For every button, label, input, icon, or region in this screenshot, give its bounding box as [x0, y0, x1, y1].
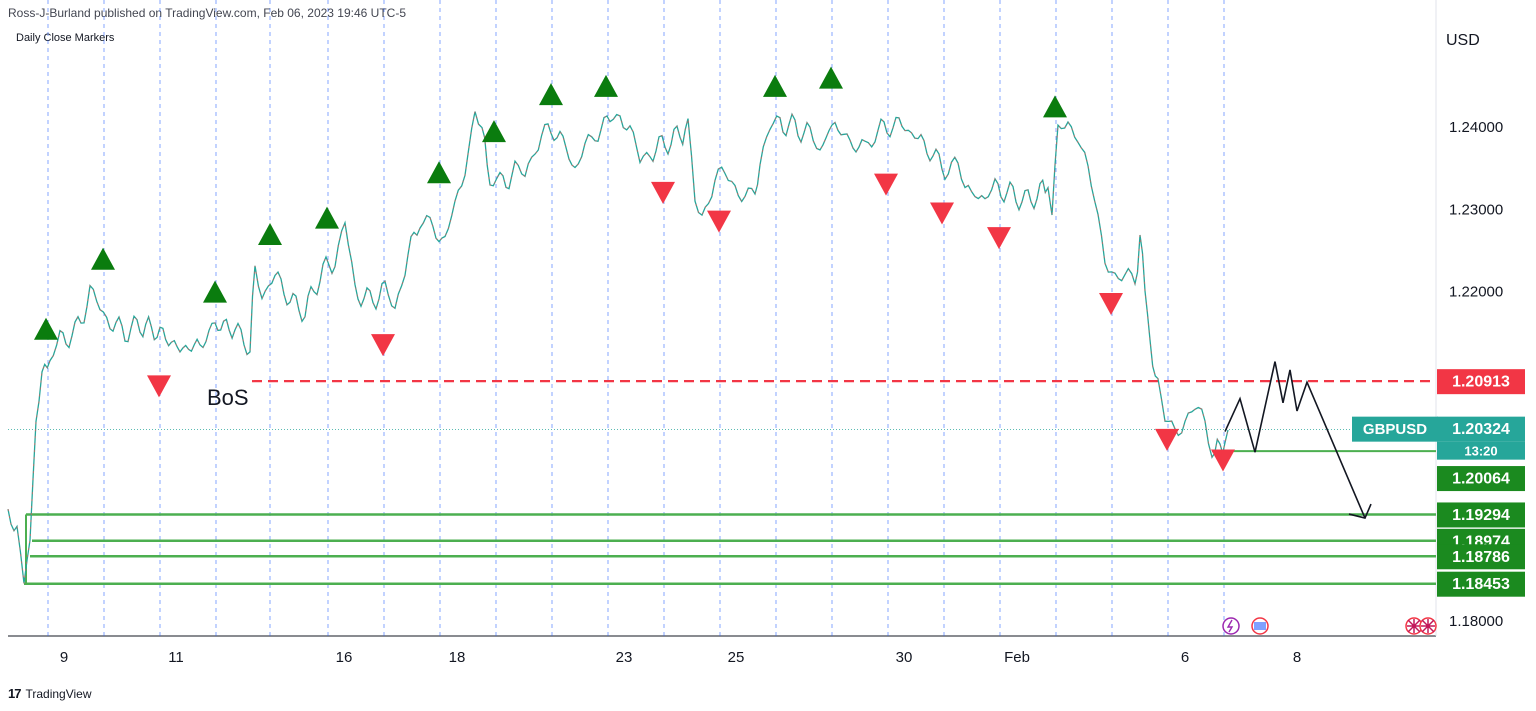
current-price-label: 1.20324 — [1452, 421, 1510, 438]
down-triangle-marker — [987, 227, 1011, 250]
down-triangle-marker — [1099, 293, 1123, 316]
up-markers — [34, 66, 1067, 340]
y-axis-ticks: 1.24000 1.23000 1.22000 1.18000 — [1449, 119, 1503, 630]
support-price-label-bg — [1437, 466, 1525, 492]
symbol-label: GBPUSD — [1363, 421, 1427, 438]
up-triangle-marker — [482, 120, 506, 143]
level-price-label: 1.18453 — [1452, 576, 1510, 593]
down-triangle-marker — [1211, 449, 1235, 472]
level-price-label: 1.19294 — [1452, 507, 1510, 524]
up-triangle-marker — [91, 247, 115, 270]
resistance-price-label: 1.20913 — [1452, 374, 1510, 391]
event-icons — [1222, 617, 1437, 635]
down-triangle-marker — [147, 375, 171, 398]
x-tick-label: 16 — [336, 649, 353, 666]
up-triangle-marker — [819, 66, 843, 89]
projection-arrowhead — [1348, 503, 1372, 520]
bos-annotation: BoS — [207, 385, 249, 410]
up-triangle-marker — [315, 206, 339, 229]
projection-path — [1224, 361, 1372, 520]
tradingview-logo-icon: 17 — [8, 686, 22, 701]
y-tick-label: 1.23000 — [1449, 201, 1503, 218]
up-triangle-marker — [539, 83, 563, 106]
publisher-header: Ross-J-Burland published on TradingView.… — [8, 6, 406, 20]
down-triangle-marker — [930, 202, 954, 225]
countdown-label: 13:20 — [1464, 444, 1497, 459]
up-triangle-marker — [427, 161, 451, 184]
x-tick-label: 18 — [449, 649, 466, 666]
up-triangle-marker — [1043, 95, 1067, 118]
support-price-label: 1.20064 — [1452, 471, 1510, 488]
x-tick-label: 11 — [168, 649, 184, 666]
resistance-price-label-bg — [1437, 369, 1525, 395]
up-triangle-marker — [594, 74, 618, 97]
price-series — [7, 111, 1229, 584]
x-tick-label: 8 — [1293, 649, 1301, 666]
up-triangle-marker — [203, 280, 227, 303]
x-tick-label: 30 — [896, 649, 913, 666]
footer: 17 TradingView — [8, 686, 92, 701]
x-tick-label: 25 — [728, 649, 745, 666]
us-flag-stripes — [1254, 622, 1266, 630]
x-tick-label: 6 — [1181, 649, 1189, 666]
y-tick-label: 1.22000 — [1449, 284, 1503, 301]
projection-zigzag — [1224, 361, 1366, 519]
down-triangle-marker — [874, 173, 898, 196]
down-triangle-marker — [371, 334, 395, 357]
level-price-label: 1.18786 — [1452, 549, 1510, 566]
price-labels: 1.20913 GBPUSD 1.20324 13:20 1.20064 1.19294 1… — [1352, 369, 1525, 597]
uk-flag-cross-2 — [1421, 619, 1435, 633]
x-tick-label: Feb — [1004, 649, 1030, 666]
down-markers — [147, 173, 1235, 472]
support-levels — [24, 450, 1436, 585]
indicator-label[interactable]: Daily Close Markers — [16, 32, 115, 44]
down-triangle-marker — [1155, 428, 1179, 451]
footer-brand[interactable]: TradingView — [25, 686, 92, 701]
up-triangle-marker — [258, 223, 282, 246]
current-price-label-bg — [1437, 416, 1525, 442]
y-tick-label: 1.24000 — [1449, 119, 1503, 136]
level-price-label-bg — [1437, 502, 1525, 528]
price-line-down-overlay — [7, 111, 1229, 584]
y-tick-label: 1.18000 — [1449, 613, 1503, 630]
x-axis-ticks: 9 11 16 18 23 25 30 Feb 6 8 — [60, 649, 1301, 666]
down-triangle-marker — [651, 181, 675, 204]
x-tick-label: 23 — [616, 649, 633, 666]
vertical-grid — [47, 0, 1225, 636]
up-triangle-marker — [34, 317, 58, 340]
up-triangle-marker — [763, 74, 787, 97]
x-tick-label: 9 — [60, 649, 68, 666]
uk-flag-cross — [1407, 619, 1421, 633]
currency-label: USD — [1446, 32, 1480, 49]
down-triangle-marker — [707, 210, 731, 233]
countdown-label-bg — [1437, 441, 1525, 460]
price-line — [7, 111, 1229, 584]
level-price-label-bg — [1437, 544, 1525, 570]
level-price-label-bg — [1437, 571, 1525, 597]
lightning-glyph — [1226, 619, 1234, 633]
symbol-label-bg — [1352, 416, 1438, 442]
lightning-icon[interactable] — [1222, 617, 1240, 635]
